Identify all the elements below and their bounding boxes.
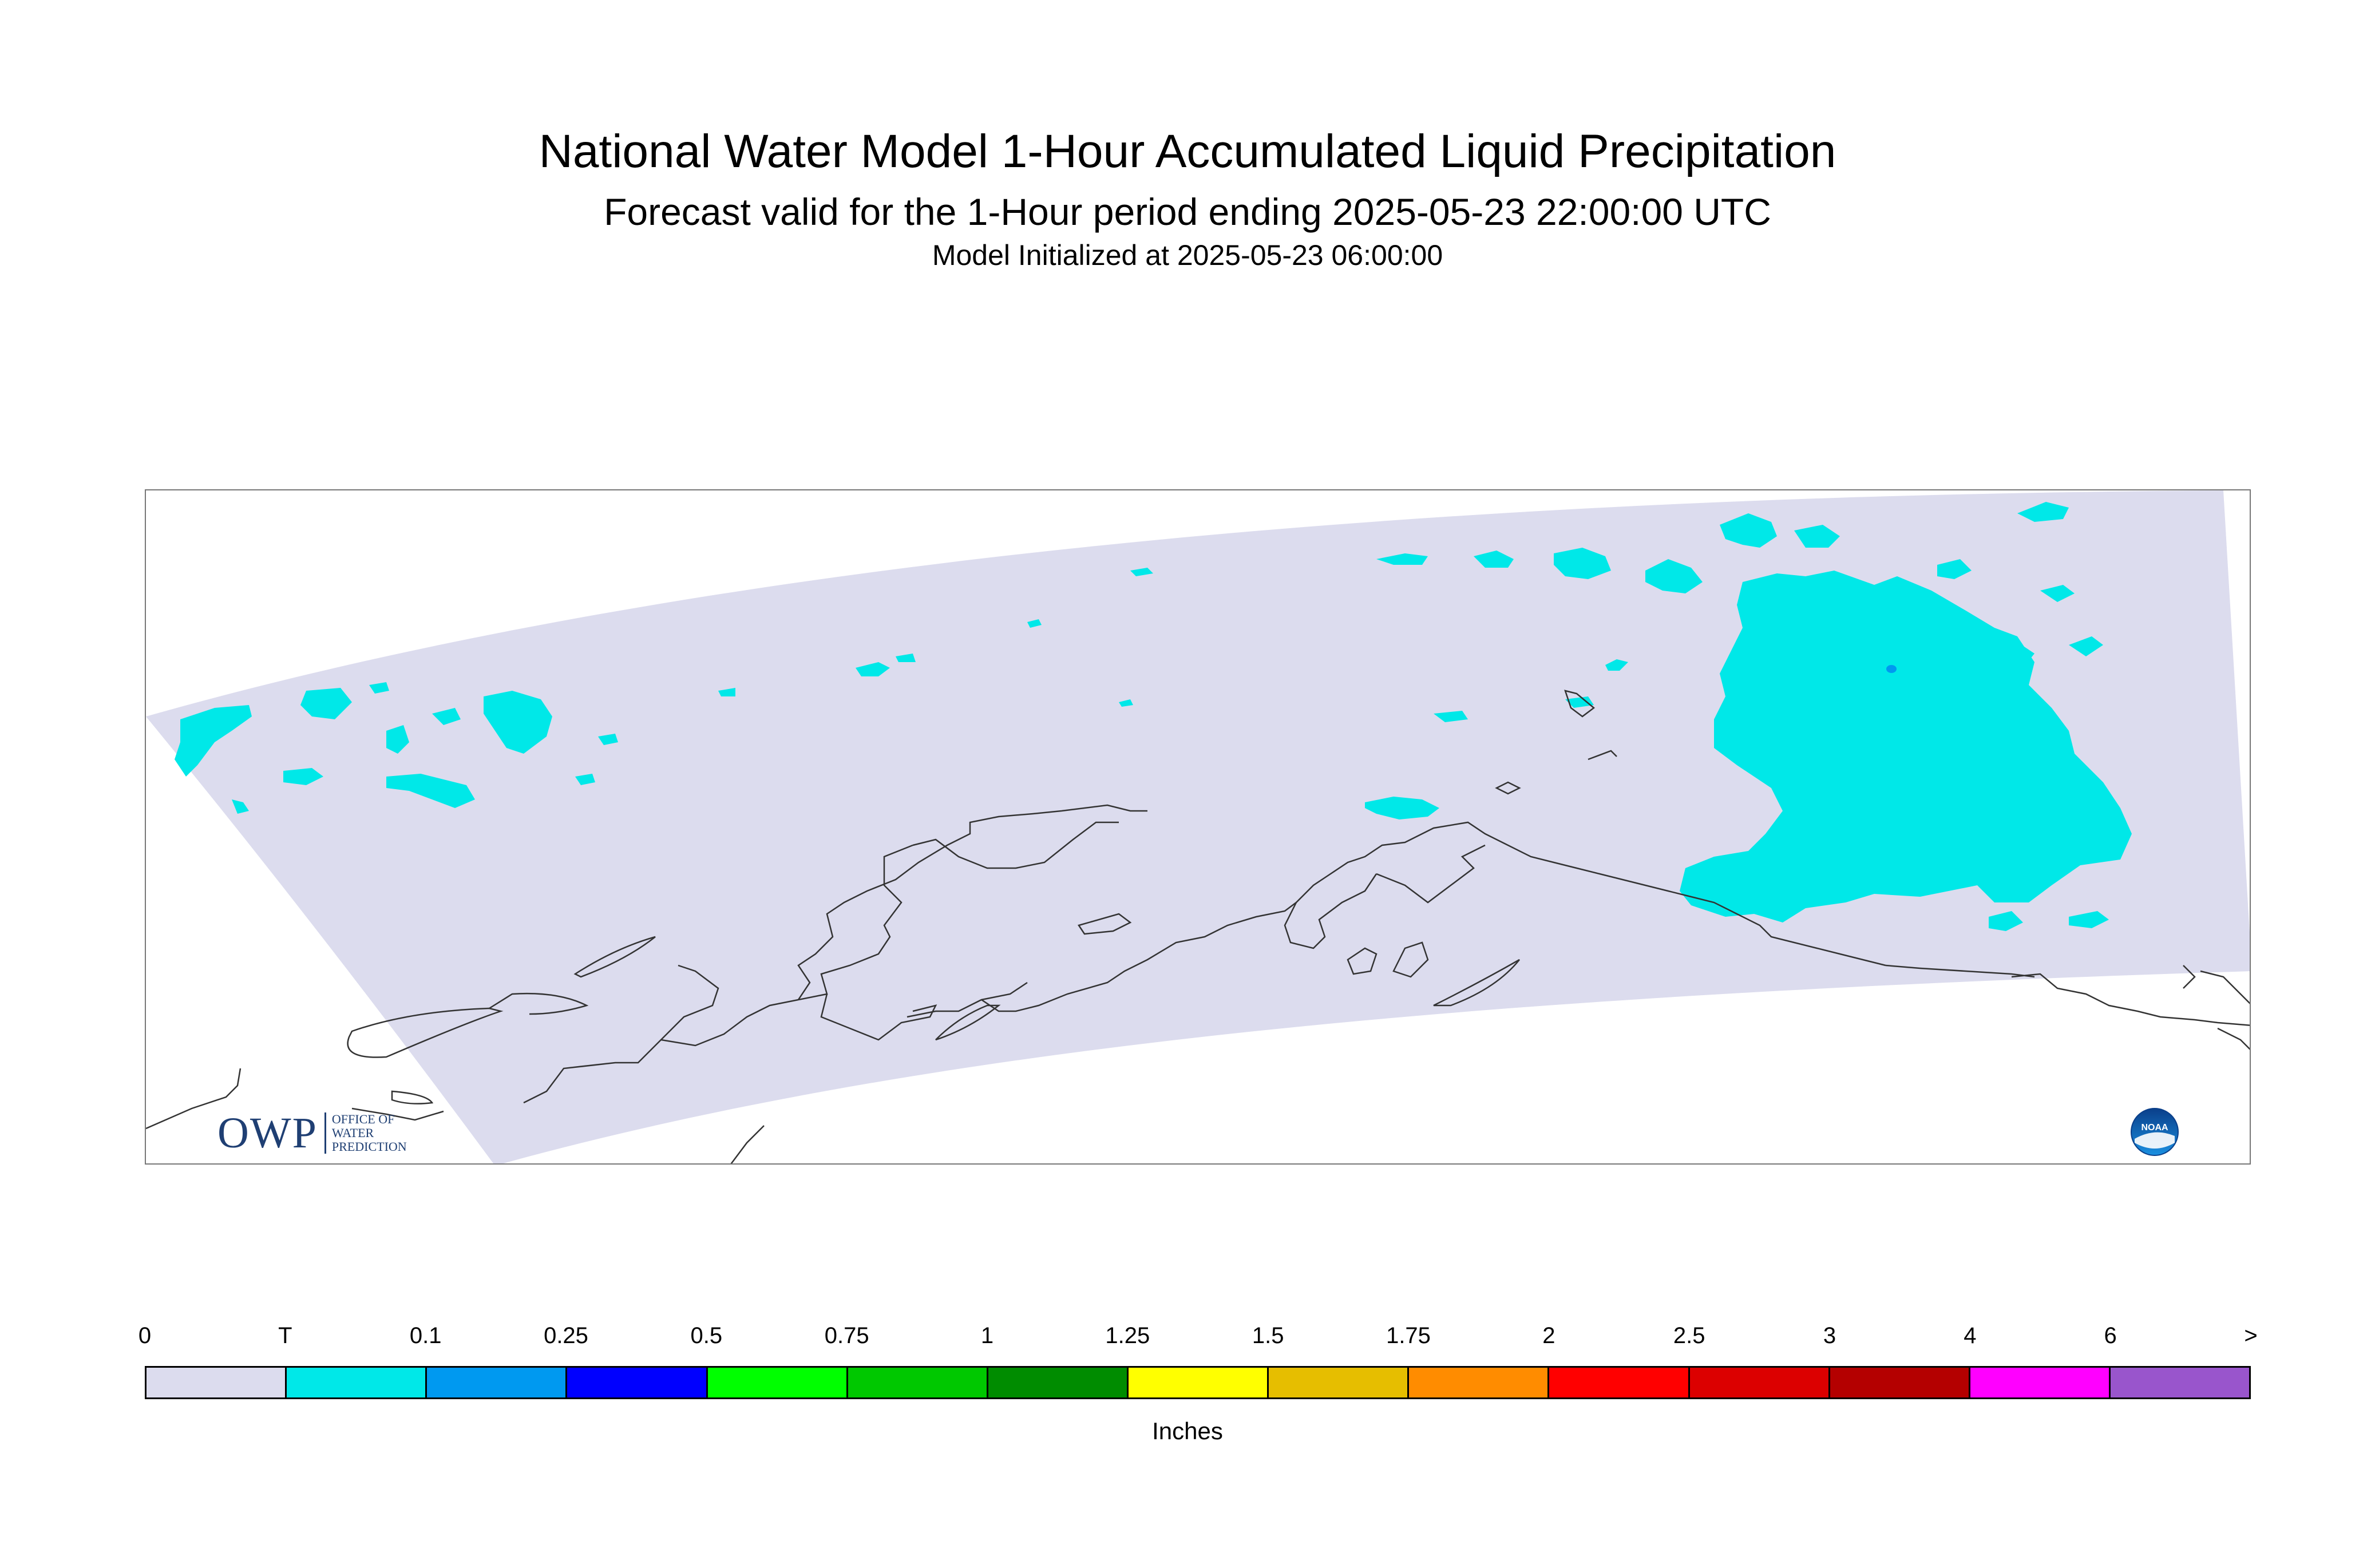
owp-logo: OWP OFFICE OF WATER PREDICTION bbox=[217, 1108, 407, 1157]
legend-tick-label: 1.5 bbox=[1252, 1323, 1284, 1348]
legend-tick-label: 3 bbox=[1823, 1323, 1836, 1348]
legend-tick-label: T bbox=[278, 1323, 292, 1348]
legend-tick-label: 0.25 bbox=[544, 1323, 588, 1348]
legend-color-cell bbox=[1269, 1368, 1410, 1397]
legend-tick-label: 2 bbox=[1542, 1323, 1555, 1348]
model-domain bbox=[146, 490, 2250, 1163]
coastlines bbox=[146, 690, 2250, 1163]
legend-color-bar bbox=[145, 1366, 2251, 1399]
owp-logo-line2: WATER bbox=[331, 1126, 374, 1140]
legend-tick-label: 0 bbox=[138, 1323, 152, 1348]
legend-color-cell bbox=[567, 1368, 708, 1397]
legend-color-cell bbox=[848, 1368, 988, 1397]
legend-color-cell bbox=[147, 1368, 287, 1397]
noaa-logo: NOAA bbox=[2131, 1108, 2179, 1156]
legend-color-cell bbox=[1409, 1368, 1550, 1397]
legend-color-cell bbox=[2110, 1368, 2250, 1397]
legend-color-cell bbox=[287, 1368, 428, 1397]
legend-color-cell bbox=[427, 1368, 568, 1397]
owp-logo-line3: PREDICTION bbox=[331, 1139, 407, 1154]
precipitation-areas bbox=[175, 502, 2132, 931]
legend-color-cell bbox=[1549, 1368, 1690, 1397]
noaa-logo-text: NOAA bbox=[2141, 1123, 2168, 1133]
legend-tick-label: 1.25 bbox=[1105, 1323, 1150, 1348]
map-title: National Water Model 1-Hour Accumulated … bbox=[539, 125, 1836, 177]
legend-color-cell bbox=[707, 1368, 848, 1397]
legend-color-cell bbox=[1830, 1368, 1970, 1397]
model-initialized-subtitle: Model Initialized at 2025-05-23 06:00:00 bbox=[932, 239, 1443, 271]
legend-tick-label: 2.5 bbox=[1673, 1323, 1705, 1348]
owp-logo-line1: OFFICE OF bbox=[331, 1112, 395, 1126]
heavier-precip-spot bbox=[1886, 665, 1897, 673]
legend-tick-label: 1.75 bbox=[1386, 1323, 1431, 1348]
legend-tick-label: 1 bbox=[980, 1323, 994, 1348]
legend-units-label: Inches bbox=[1152, 1417, 1223, 1444]
precipitation-map bbox=[146, 490, 2250, 1163]
legend-tick-label: > bbox=[2244, 1323, 2258, 1348]
owp-logo-letters: OWP bbox=[217, 1108, 318, 1157]
legend-tick-label: 0.1 bbox=[409, 1323, 442, 1348]
legend-color-cell bbox=[1128, 1368, 1269, 1397]
legend-tick-label: 4 bbox=[1964, 1323, 1977, 1348]
legend-color-cell bbox=[1689, 1368, 1830, 1397]
owp-logo-subtext: OFFICE OF WATER PREDICTION bbox=[324, 1112, 407, 1154]
map-frame bbox=[145, 489, 2251, 1165]
legend-tick-label: 0.5 bbox=[690, 1323, 723, 1348]
legend-color-cell bbox=[988, 1368, 1129, 1397]
forecast-valid-subtitle: Forecast valid for the 1-Hour period end… bbox=[604, 191, 1771, 233]
legend-color-cell bbox=[1970, 1368, 2111, 1397]
legend-tick-label: 6 bbox=[2104, 1323, 2117, 1348]
legend-tick-label: 0.75 bbox=[824, 1323, 869, 1348]
